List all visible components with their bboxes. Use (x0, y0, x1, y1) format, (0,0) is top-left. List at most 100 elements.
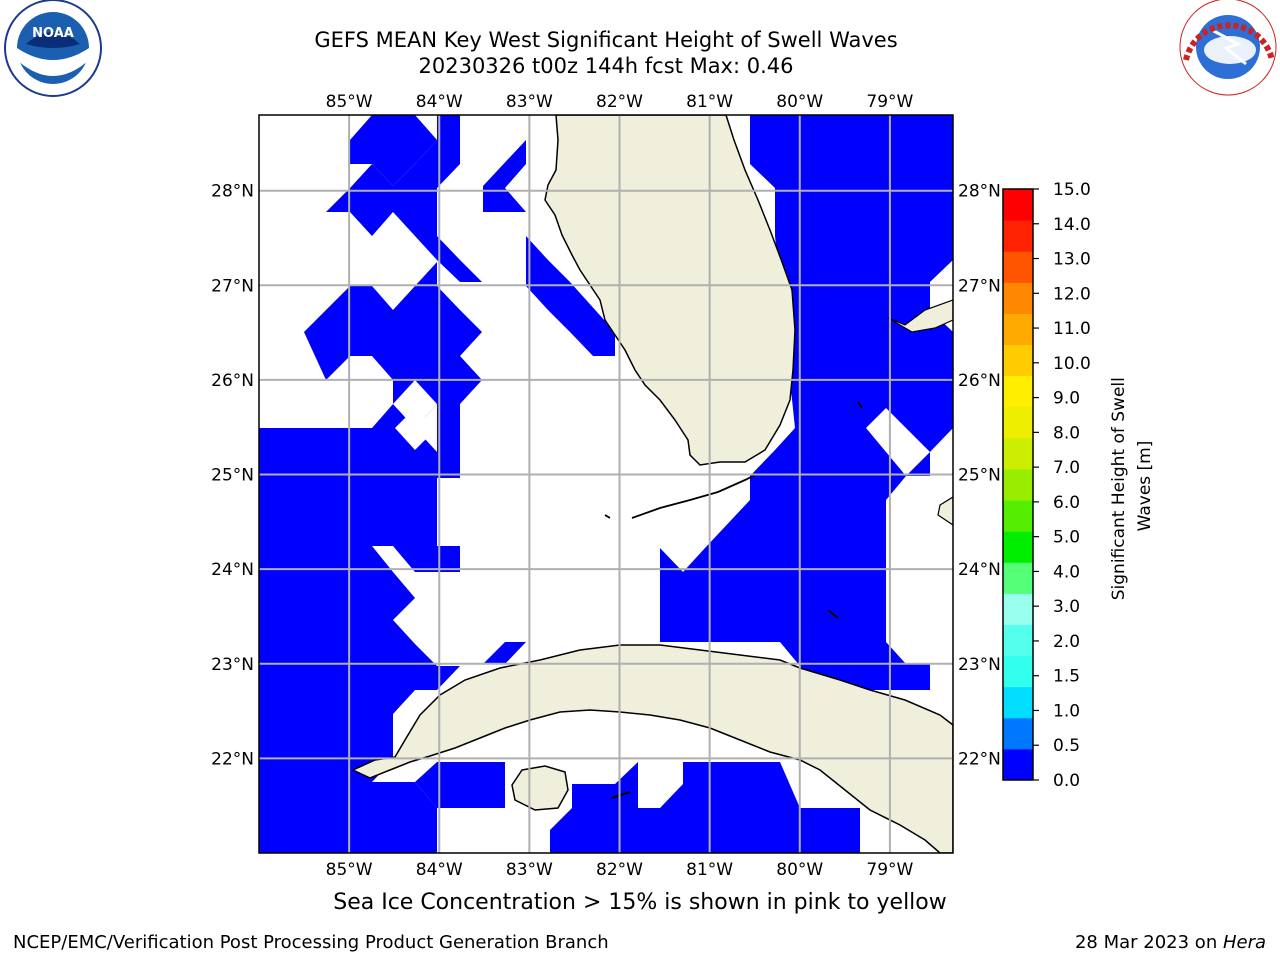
lon-tick-label: 84°W (416, 860, 463, 880)
swell-cell (415, 762, 505, 808)
longitude-ticks-bottom: 85°W 84°W 83°W 82°W 81°W 80°W 79°W (326, 860, 914, 880)
lon-tick-label: 82°W (596, 860, 643, 880)
colorbar-segment (1003, 437, 1033, 470)
lon-tick-label: 81°W (686, 860, 733, 880)
latitude-ticks-right: 28°N 27°N 26°N 25°N 24°N 23°N 22°N (958, 182, 1001, 770)
lat-tick-label: 23°N (958, 655, 1001, 675)
lat-tick-label: 27°N (958, 276, 1001, 296)
colorbar-tick-label: 11.0 (1053, 319, 1091, 339)
colorbar-tick-label: 5.0 (1053, 528, 1080, 548)
colorbar-tick-label: 2.0 (1053, 632, 1080, 652)
swell-cell (437, 188, 482, 282)
swell-cell (483, 140, 615, 356)
lon-tick-label: 83°W (506, 860, 553, 880)
colorbar-segment (1003, 655, 1033, 688)
colorbar-segment (1003, 748, 1033, 781)
lat-tick-label: 22°N (211, 749, 254, 769)
colorbar-tick-label: 6.0 (1053, 493, 1080, 513)
footer-date: 28 Mar 2023 on Hera (1075, 932, 1266, 953)
colorbar-tick-label: 14.0 (1053, 215, 1091, 235)
isla-de-la-juventud (511, 765, 569, 811)
colorbar-segment (1003, 375, 1033, 408)
swell-cell (350, 115, 437, 186)
colorbar-segment (1003, 282, 1033, 314)
lat-tick-label: 24°N (958, 560, 1001, 580)
longitude-ticks-top: 85°W 84°W 83°W 82°W 81°W 80°W 79°W (326, 92, 914, 112)
colorbar-tick-label: 10.0 (1053, 354, 1091, 374)
colorbar-tick-label: 7.0 (1053, 458, 1080, 478)
colorbar-label: Significant Height of Swell Waves [m] (1109, 372, 1155, 601)
lon-tick-label: 81°W (686, 92, 733, 112)
lat-tick-label: 26°N (958, 371, 1001, 391)
lon-tick-label: 79°W (866, 860, 913, 880)
noaa-logo: NOAA (4, 0, 102, 97)
island (857, 401, 863, 409)
colorbar-segment (1003, 624, 1033, 657)
colorbar-tick-label: 0.0 (1053, 771, 1080, 791)
swell-cell (393, 380, 437, 428)
swell-cell (483, 642, 526, 664)
lat-tick-label: 28°N (211, 182, 254, 202)
swell-cell (259, 404, 460, 853)
colorbar-segment (1003, 531, 1033, 563)
svg-text:NOAA: NOAA (32, 26, 74, 41)
island (827, 609, 839, 619)
lon-tick-label: 79°W (866, 92, 913, 112)
lon-tick-label: 85°W (326, 92, 373, 112)
colorbar-segment (1003, 500, 1033, 532)
colorbar-tick-label: 9.0 (1053, 389, 1080, 409)
lat-tick-label: 23°N (211, 655, 254, 675)
colorbar-tick-label: 4.0 (1053, 562, 1080, 582)
swell-cell (550, 762, 860, 853)
colorbar-tick-label: 0.5 (1053, 736, 1080, 756)
colorbar-tick-label: 13.0 (1053, 250, 1091, 270)
colorbar-frame (1002, 188, 1034, 781)
lon-tick-label: 80°W (776, 860, 823, 880)
lat-tick-label: 27°N (211, 276, 254, 296)
chart-subtitle: 20230326 t00z 144h fcst Max: 0.46 (418, 54, 794, 78)
nws-logo (1179, 0, 1277, 96)
colorbar-segment (1003, 251, 1033, 283)
lon-tick-label: 83°W (506, 92, 553, 112)
swell-cell (395, 408, 437, 450)
colorbar-tick-label: 12.0 (1053, 284, 1091, 304)
colorbar-label-line2: Waves [m] (1135, 441, 1155, 532)
sea-ice-note: Sea Ice Concentration > 15% is shown in … (333, 890, 947, 915)
latitude-ticks-left: 28°N 27°N 26°N 25°N 24°N 23°N 22°N (211, 182, 254, 770)
lat-tick-label: 25°N (211, 466, 254, 486)
swell-cell (866, 408, 930, 476)
colorbar-segment (1003, 344, 1033, 377)
swell-cell (326, 115, 460, 260)
colorbar-segment (1003, 189, 1033, 221)
lat-lon-grid (259, 115, 953, 853)
florida-keys (604, 514, 611, 519)
colorbar: 15.0 14.0 13.0 12.0 11.0 10.0 9.0 8.0 7.0 6.0 5.0 4… (1002, 180, 1091, 791)
footer-date-text: 28 Mar 2023 on (1074, 932, 1223, 953)
lat-tick-label: 24°N (211, 560, 254, 580)
chart-title: GEFS MEAN Key West Significant Height of… (314, 28, 898, 52)
lat-tick-label: 26°N (211, 371, 254, 391)
lon-tick-label: 84°W (416, 92, 463, 112)
colorbar-tick-label: 1.5 (1053, 667, 1080, 687)
lon-tick-label: 85°W (326, 860, 373, 880)
lat-tick-label: 22°N (958, 749, 1001, 769)
colorbar-label-line1: Significant Height of Swell (1109, 377, 1129, 600)
colorbar-segment (1003, 313, 1033, 346)
bahamas-island (887, 299, 953, 333)
land (351, 115, 953, 853)
colorbar-tick-label: 15.0 (1053, 180, 1091, 200)
lat-tick-label: 25°N (958, 466, 1001, 486)
florida-peninsula (544, 115, 796, 466)
footer-machine: Hera (1222, 932, 1266, 953)
lon-tick-label: 82°W (596, 92, 643, 112)
map-frame (258, 114, 954, 854)
colorbar-segment (1003, 468, 1033, 501)
swell-cell (660, 115, 953, 690)
bahamas-island (937, 496, 953, 526)
colorbar-tick-label: 3.0 (1053, 597, 1080, 617)
lat-tick-label: 28°N (958, 182, 1001, 202)
footer-producer: NCEP/EMC/Verification Post Processing Pr… (13, 932, 609, 953)
colorbar-tick-label: 8.0 (1053, 423, 1080, 443)
colorbar-segment (1003, 717, 1033, 750)
